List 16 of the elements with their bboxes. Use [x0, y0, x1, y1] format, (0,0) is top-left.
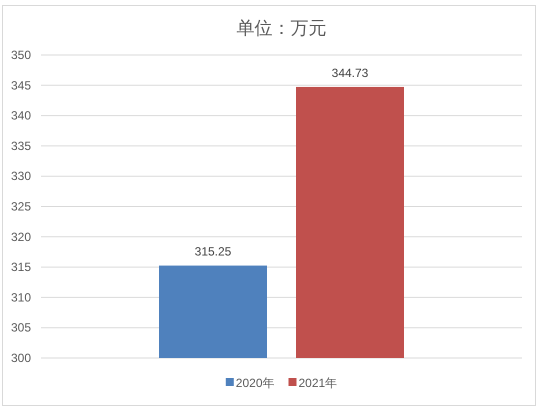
legend-label: 2020年 — [236, 376, 274, 390]
chart-title: 单位：万元 — [236, 18, 326, 38]
y-tick-label: 330 — [10, 169, 32, 184]
y-tick-label: 325 — [10, 200, 32, 214]
y-tick-label: 315 — [10, 260, 32, 274]
data-label: 315.25 — [194, 244, 232, 259]
y-tick-label: 350 — [10, 48, 32, 62]
y-tick-label: 300 — [10, 351, 32, 365]
data-label: 344.73 — [332, 66, 369, 80]
legend-label: 2021年 — [298, 376, 338, 390]
y-tick-label: 305 — [10, 320, 32, 335]
y-tick-label: 345 — [10, 78, 32, 92]
y-tick-label: 310 — [10, 290, 32, 304]
y-tick-label: 340 — [10, 108, 32, 123]
y-tick-label: 320 — [10, 230, 32, 244]
y-tick-label: 335 — [10, 138, 32, 153]
